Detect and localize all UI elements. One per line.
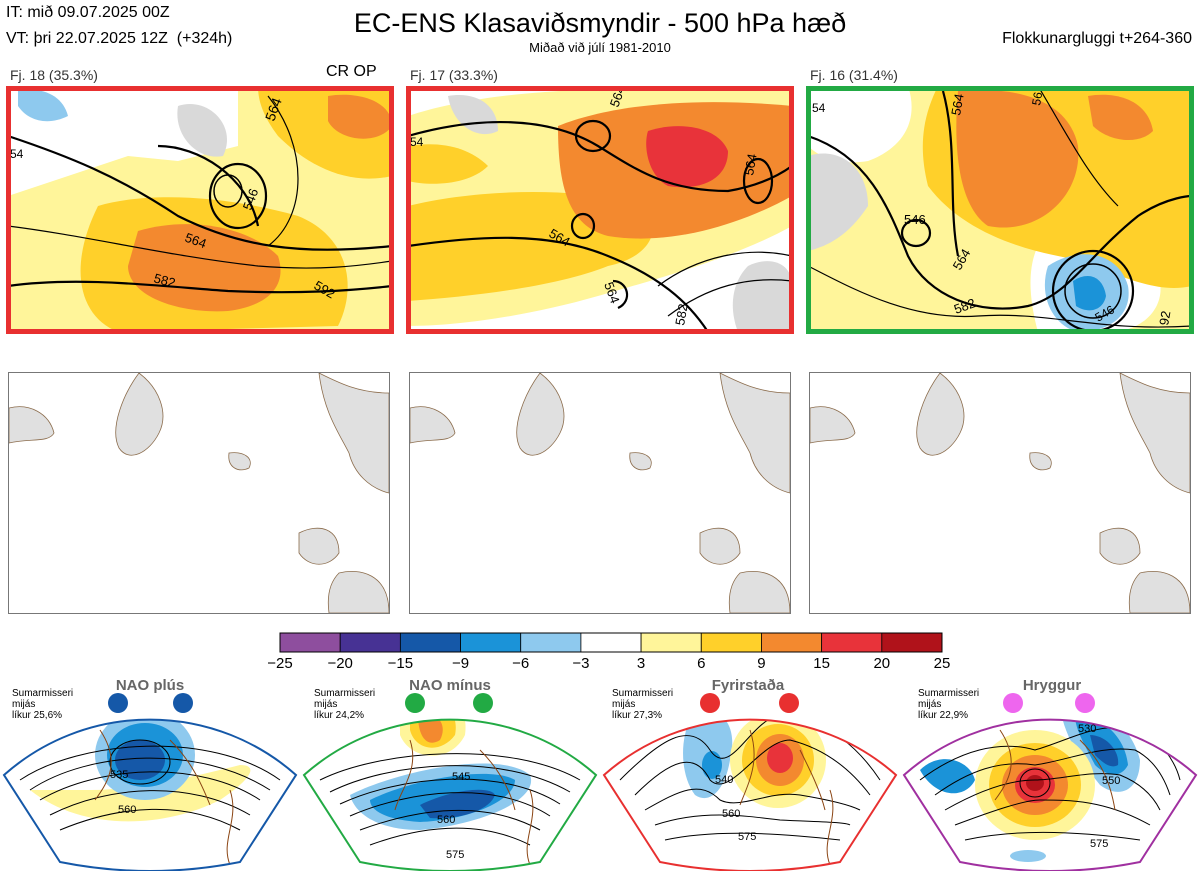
regime-2-info: Sumarmisseri mijás líkur 24,2% xyxy=(314,688,376,721)
contour-label: 575 xyxy=(1090,838,1108,850)
colorbar-tick-label: 20 xyxy=(873,655,891,672)
contour-label: 560 xyxy=(118,804,136,816)
colorbar-tick-label: −9 xyxy=(451,655,470,672)
colorbar-tick-label: 3 xyxy=(636,655,646,672)
cluster-2-label: Fj. 17 (33.3%) xyxy=(410,67,498,83)
contour-label: 54 xyxy=(410,135,424,149)
cluster-1-marker: CR OP xyxy=(326,63,377,80)
valid-time: VT: þri 22.07.2025 12Z (+324h) xyxy=(6,30,233,47)
contour-label: 582 xyxy=(952,295,978,317)
colorbar-cell xyxy=(700,632,762,653)
cluster-3-frame xyxy=(806,86,1194,334)
cluster-1-map: 564 546 564 582 592 54 xyxy=(8,86,392,332)
colorbar-cell xyxy=(881,632,943,653)
colorbar-tick-label: −15 xyxy=(387,655,414,672)
colorbar-cell xyxy=(640,632,702,653)
colorbar-tick-label: −6 xyxy=(512,655,530,672)
contour-label: 582 xyxy=(672,303,691,327)
colorbar-tick-label: 25 xyxy=(933,655,951,672)
chart-title: EC-ENS Klasaviðsmyndir - 500 hPa hæð xyxy=(353,8,847,38)
contour-label: 56 xyxy=(1029,91,1045,107)
contour-label: 92 xyxy=(1156,310,1173,327)
colorbar-tick-label: −20 xyxy=(327,655,353,672)
contour-label: 530 xyxy=(1078,723,1096,735)
regime-1-map: 535 560 xyxy=(2,693,298,871)
empty-map-3 xyxy=(809,372,1191,614)
contour-label: 575 xyxy=(738,831,756,843)
regime-2-title: NAO mínus xyxy=(409,677,491,694)
init-time: IT: mið 09.07.2025 00Z xyxy=(6,4,170,21)
empty-map-1 xyxy=(8,372,390,614)
colorbar-cell xyxy=(339,632,401,653)
contour-label: 560 xyxy=(437,814,455,826)
colorbar-tick-label: −25 xyxy=(267,655,293,672)
cluster-1-label: Fj. 18 (35.3%) xyxy=(10,67,98,83)
cluster-2-frame xyxy=(406,86,794,334)
contour-label: 54 xyxy=(812,101,826,115)
colorbar-cell xyxy=(460,632,522,653)
colorbar xyxy=(279,632,943,653)
contour-label: 564 xyxy=(948,93,967,117)
colorbar-tick-label: −3 xyxy=(572,655,590,672)
regime-3-info: Sumarmisseri mijás líkur 27,3% xyxy=(612,688,674,721)
contour-label: 564 xyxy=(262,95,285,123)
colorbar-cell xyxy=(821,632,883,653)
cluster-2-map: 564 54 564 564 582 564 xyxy=(408,86,792,332)
colorbar-cell xyxy=(580,632,642,653)
colorbar-tick-label: 6 xyxy=(697,655,706,672)
regime-3-map: 540 560 575 xyxy=(602,693,898,871)
contour-label: 560 xyxy=(722,808,740,820)
contour-label: 540 xyxy=(715,774,733,786)
colorbar-labels: −25 −20 −15 −9 −6 −3 3 6 9 15 20 25 xyxy=(267,655,960,675)
colorbar-cell xyxy=(279,632,341,653)
contour-label: 564 xyxy=(741,153,760,177)
contour-label: 564 xyxy=(607,86,629,109)
colorbar-cell xyxy=(761,632,823,653)
contour-label: 550 xyxy=(1102,775,1120,787)
regime-3-title: Fyrirstaða xyxy=(711,677,785,694)
empty-map-2 xyxy=(409,372,791,614)
cluster-3-map: 564 546 564 582 54 546 56 92 xyxy=(808,86,1192,332)
contour-label: 535 xyxy=(110,769,128,781)
contour-label: 575 xyxy=(446,849,464,861)
colorbar-cell xyxy=(520,632,582,653)
cluster-1-frame xyxy=(6,86,394,334)
colorbar-tick-label: 15 xyxy=(813,655,830,672)
contour-label: 564 xyxy=(183,230,209,252)
chart-subtitle: Miðað við júlí 1981-2010 xyxy=(529,40,671,55)
contour-label: 564 xyxy=(601,280,623,306)
regime-2-map: 545 560 575 xyxy=(302,693,598,871)
colorbar-cell xyxy=(399,632,461,653)
contour-label: 546 xyxy=(904,212,926,227)
classification-window: Flokkunargluggi t+264-360 xyxy=(1002,30,1192,47)
regimes-row: Sumarmisseri mijás líkur 25,6% NAO plús … xyxy=(0,677,1200,871)
regime-1-title: NAO plús xyxy=(115,677,185,694)
contour-label: 545 xyxy=(452,771,470,783)
colorbar-tick-label: 9 xyxy=(757,655,766,672)
contour-label: 54 xyxy=(10,147,24,161)
regime-1-info: Sumarmisseri mijás líkur 25,6% xyxy=(12,688,74,721)
contour-label: 546 xyxy=(240,187,262,213)
regime-4-map: 530 550 575 xyxy=(902,693,1198,871)
cluster-3-label: Fj. 16 (31.4%) xyxy=(810,67,898,83)
regime-4-info: Sumarmisseri mijás líkur 22,9% xyxy=(918,688,980,721)
regime-4-title: Hryggur xyxy=(1022,677,1082,694)
contour-label: 582 xyxy=(152,270,177,290)
